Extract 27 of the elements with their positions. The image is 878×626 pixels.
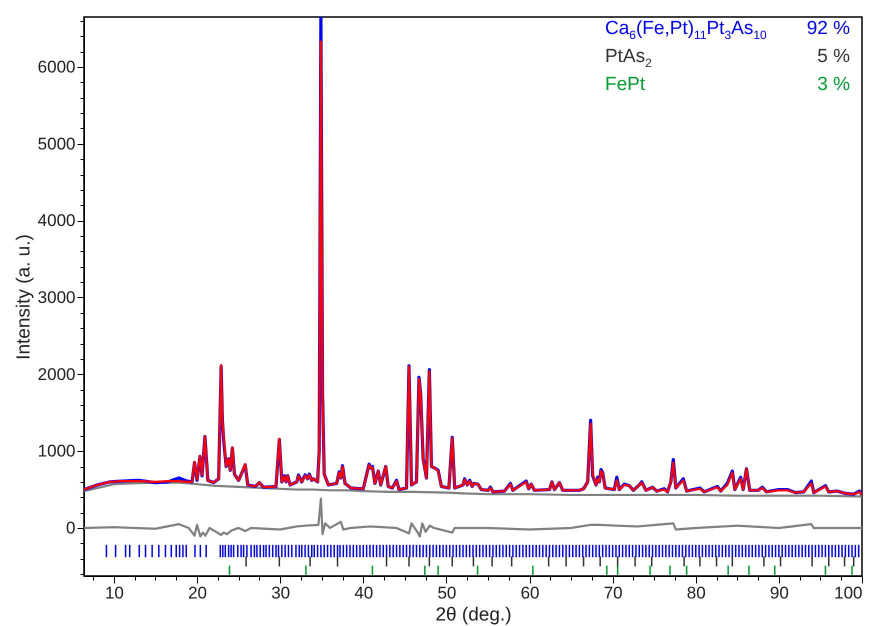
x-tick-label: 40 [354,584,374,602]
x-tick-label: 90 [770,584,789,602]
annotation: 5 % [816,46,850,69]
x-tick-label: 20 [188,584,208,602]
annotation: 92 % [806,18,850,41]
y-tick-label: 3000 [38,288,76,307]
y-tick-label: 1000 [38,442,76,461]
x-tick-label: 30 [271,584,290,602]
x-tick-label: 100 [834,584,862,602]
y-tick-label: 2000 [38,364,76,384]
text: Ca$_{6}$(Fe,Pt)$_{11}$Pt$_{3}$As$_{10}$ [604,18,767,44]
y-tick-label: 6000 [38,57,76,76]
line-series [84,498,862,538]
annotation: 3 % [816,74,850,96]
text: PtAs$_{2}$ [604,46,653,72]
x-tick-label: 70 [604,584,623,602]
y-tick-label: 5000 [38,134,76,154]
y-axis-title: Intensity (a. u.) [14,234,35,360]
x-axis-title: 2θ (deg.) [435,604,512,626]
text: FePt [604,74,646,96]
x-tick-label: 80 [686,584,706,602]
x-tick-label: 60 [520,584,540,602]
y-tick-label: 0 [66,518,76,538]
line-series [84,482,862,498]
y-tick-label: 4000 [38,211,76,230]
x-tick-label: 10 [104,584,124,602]
x-tick-label: 50 [437,584,456,602]
